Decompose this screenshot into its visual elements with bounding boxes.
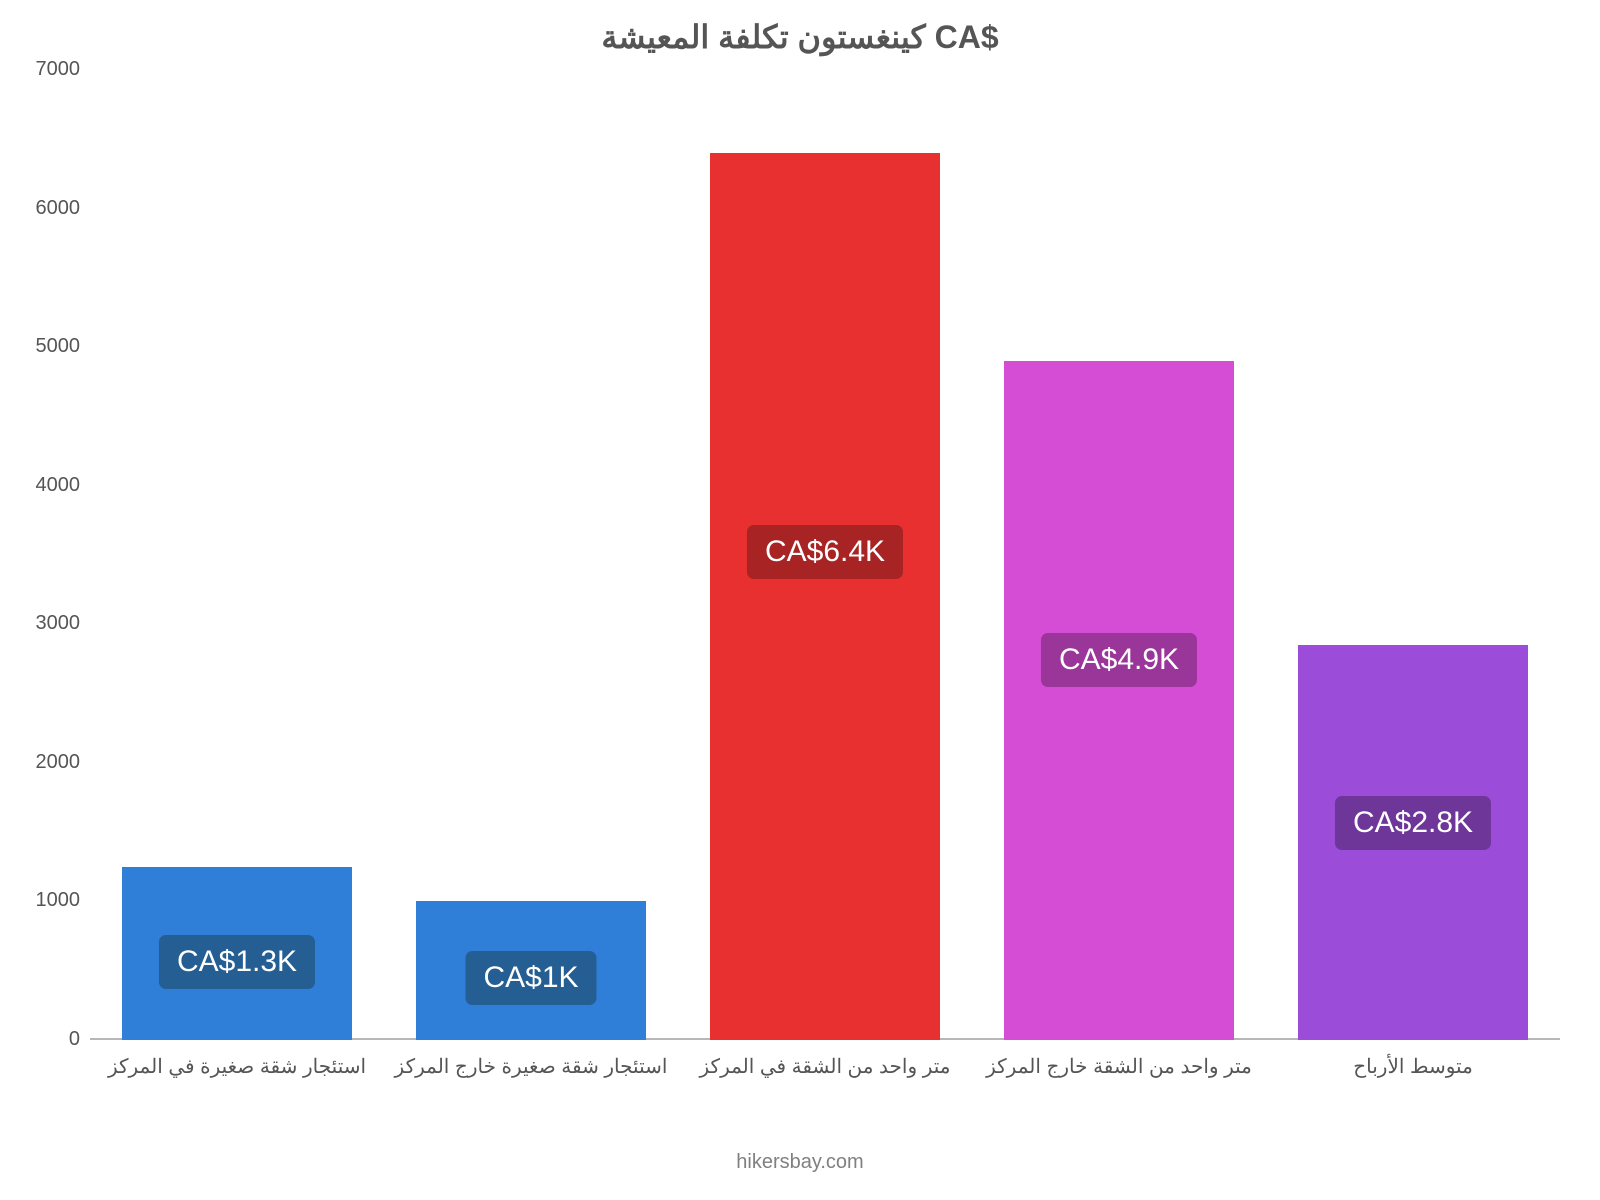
chart-footer: hikersbay.com xyxy=(0,1151,1600,1174)
x-category-label: استئجار شقة صغيرة في المركز xyxy=(108,1054,366,1079)
bar xyxy=(1004,361,1233,1040)
x-category-label: متوسط الأرباح xyxy=(1353,1054,1473,1079)
y-tick: 3000 xyxy=(10,612,80,635)
bar-value-badge: CA$4.9K xyxy=(1041,633,1197,687)
x-category-label: متر واحد من الشقة في المركز xyxy=(700,1054,951,1079)
chart-container: كينغستون تكلفة المعيشة CA$ CA$1.3KCA$1KC… xyxy=(0,0,1600,1200)
y-tick: 7000 xyxy=(10,58,80,81)
y-tick: 2000 xyxy=(10,751,80,774)
bar-value-badge: CA$6.4K xyxy=(747,525,903,579)
bar-value-badge: CA$1.3K xyxy=(159,935,315,989)
y-tick: 4000 xyxy=(10,474,80,497)
y-tick: 5000 xyxy=(10,335,80,358)
y-tick: 6000 xyxy=(10,197,80,220)
chart-title: كينغستون تكلفة المعيشة CA$ xyxy=(0,18,1600,56)
bar-value-badge: CA$2.8K xyxy=(1335,796,1491,850)
bar-value-badge: CA$1K xyxy=(465,951,596,1005)
x-category-label: متر واحد من الشقة خارج المركز xyxy=(986,1054,1252,1079)
plot-area: CA$1.3K CA$1K CA$6.4K CA$4.9K CA$2.8K xyxy=(90,70,1560,1040)
y-tick: 0 xyxy=(10,1028,80,1051)
bar xyxy=(710,153,939,1040)
x-category-label: استئجار شقة صغيرة خارج المركز xyxy=(395,1054,668,1079)
y-tick: 1000 xyxy=(10,889,80,912)
